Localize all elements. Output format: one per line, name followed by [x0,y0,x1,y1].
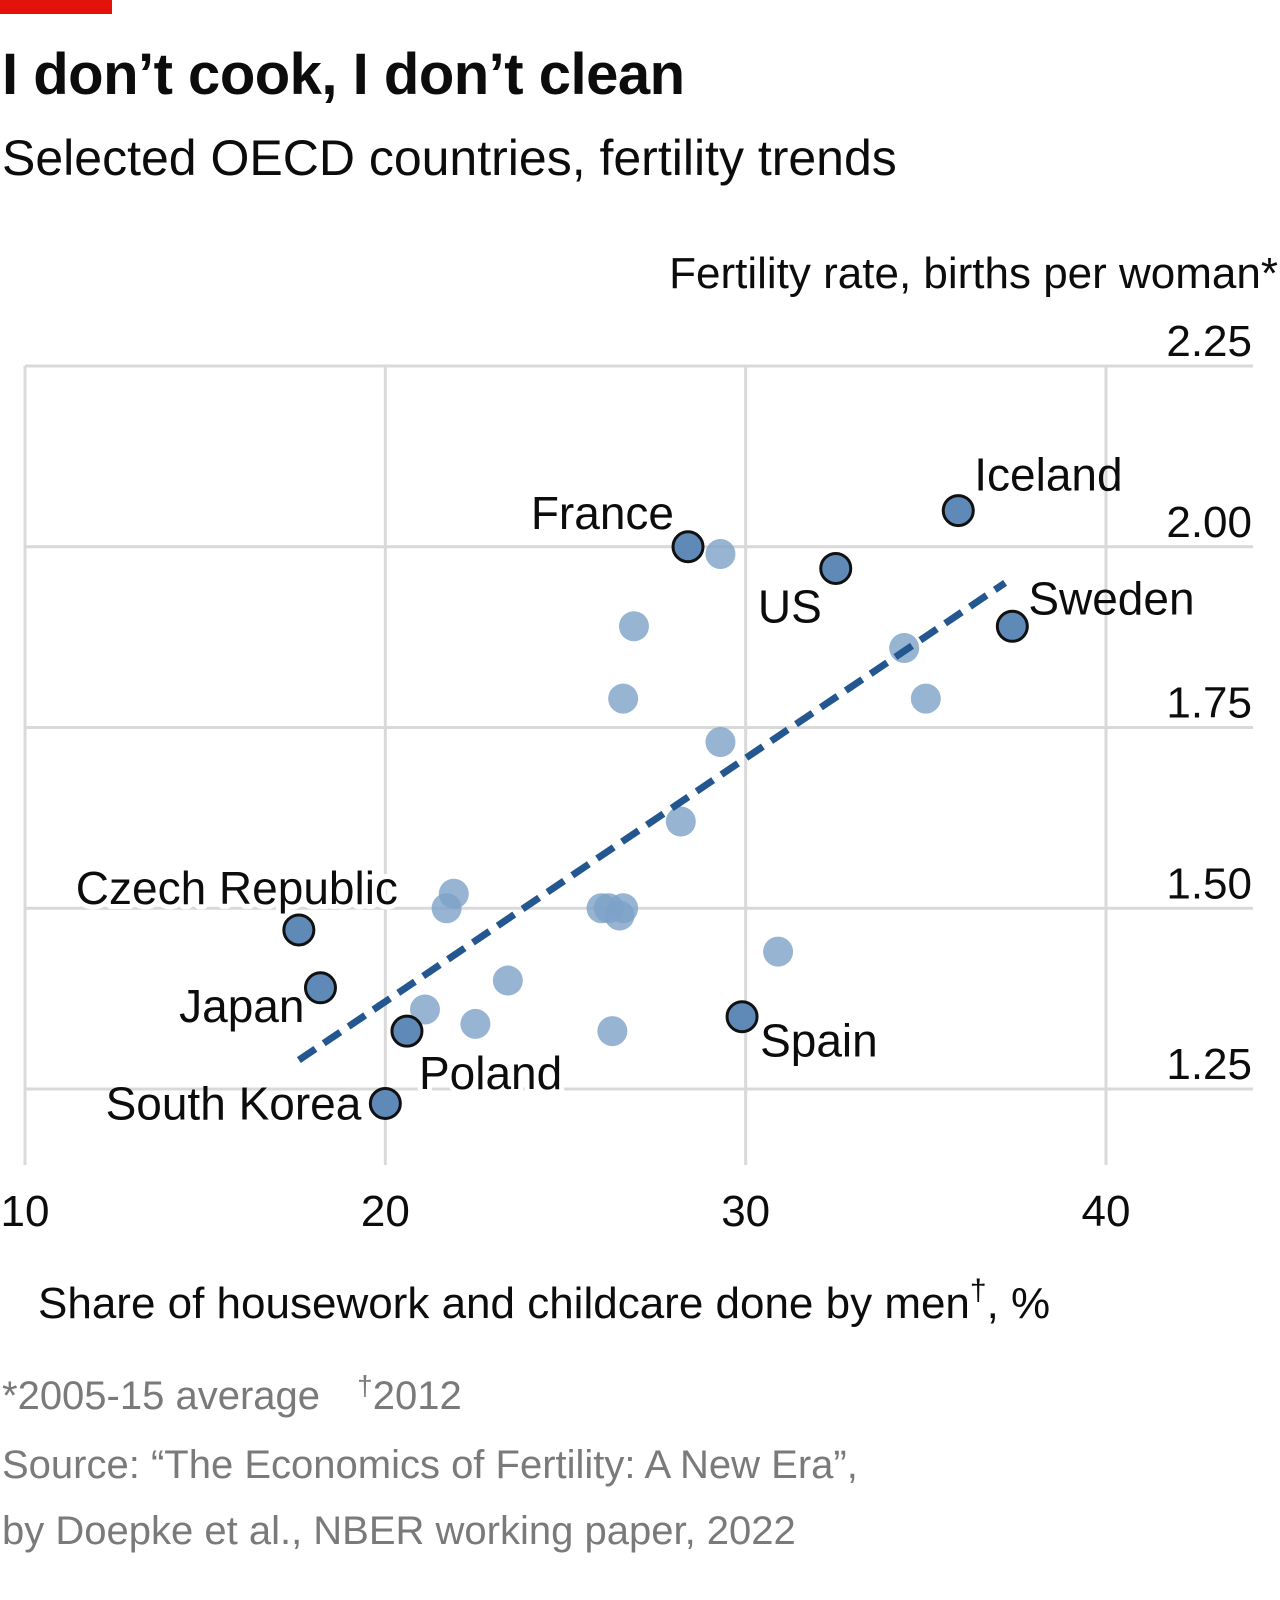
x-axis-title: Share of housework and childcare done by… [38,1276,1051,1328]
brand-red-tag [0,0,112,14]
point-japan [303,971,337,1005]
point-south-korea [368,1086,402,1120]
other-country-point-2 [618,611,649,642]
x-tick-labels: 10 20 30 40 [1,1187,1131,1236]
label-czech-republic: Czech Republic [76,862,398,914]
point-us [819,551,853,585]
x-tick-label-40: 40 [1082,1187,1131,1236]
point-france [671,530,705,564]
other-country-point-9 [431,893,462,924]
label-spain: Spain [760,1015,878,1067]
y-tick-label-2.25: 2.25 [1166,317,1252,366]
other-country-point-6 [910,683,941,714]
source-line-2: by Doepke et al., NBER working paper, 20… [2,1509,796,1553]
y-tick-label-1.50: 1.50 [1166,859,1252,908]
x-tick-label-20: 20 [361,1187,410,1236]
other-country-point-13 [604,900,635,931]
other-country-points [409,538,941,1047]
highlighted-country-points: France Iceland US Sweden Czech Republic Japan… [71,449,1195,1130]
source-line-1: Source: “The Economics of Fertility: A N… [2,1443,858,1487]
other-country-point-4 [705,726,736,757]
footnote-dagger-text: 2012 [372,1374,462,1418]
point-sweden [995,609,1029,643]
other-country-point-18 [597,1016,628,1047]
x-tick-label-30: 30 [721,1187,770,1236]
x-axis-title-dagger: † [969,1274,987,1307]
x-tick-label-10: 10 [1,1187,50,1236]
trend-line [296,579,1008,1063]
other-country-point-15 [492,965,523,996]
label-poland: Poland [419,1047,562,1099]
other-country-point-14 [763,936,794,967]
chart-title: I don’t cook, I don’t clean [2,42,685,107]
other-country-point-16 [409,994,440,1025]
chart-subtitle: Selected OECD countries, fertility trend… [2,130,897,186]
label-japan: Japan [179,980,304,1032]
other-country-point-17 [460,1008,491,1039]
point-iceland [941,494,975,528]
footnote-star: *2005-15 average [2,1374,321,1418]
label-sweden: Sweden [1028,572,1194,624]
other-country-point-3 [608,683,639,714]
x-axis-title-text: Share of housework and childcare done by… [38,1279,970,1328]
y-tick-label-2.00: 2.00 [1166,498,1252,547]
y-tick-labels: 1.25 1.50 1.75 2.00 2.25 [1166,317,1252,1089]
footnote-dagger-mark: † [357,1370,373,1401]
x-axis-title-unit: , % [986,1279,1051,1328]
other-country-point-7 [665,806,696,837]
label-iceland: Iceland [974,449,1122,501]
point-czech-republic [282,913,316,947]
y-tick-label-1.75: 1.75 [1166,679,1252,728]
y-tick-label-1.25: 1.25 [1166,1040,1252,1089]
other-country-point-1 [705,538,736,569]
label-us: US [758,580,822,632]
footnote-notes: *2005-15 average †2012 [2,1372,462,1418]
label-france: France [531,487,674,539]
point-poland [390,1014,424,1048]
y-axis-title: Fertility rate, births per woman* [669,249,1278,298]
grid-lines [23,364,1253,1165]
point-spain [725,1000,759,1034]
label-south-korea: South Korea [106,1077,362,1129]
